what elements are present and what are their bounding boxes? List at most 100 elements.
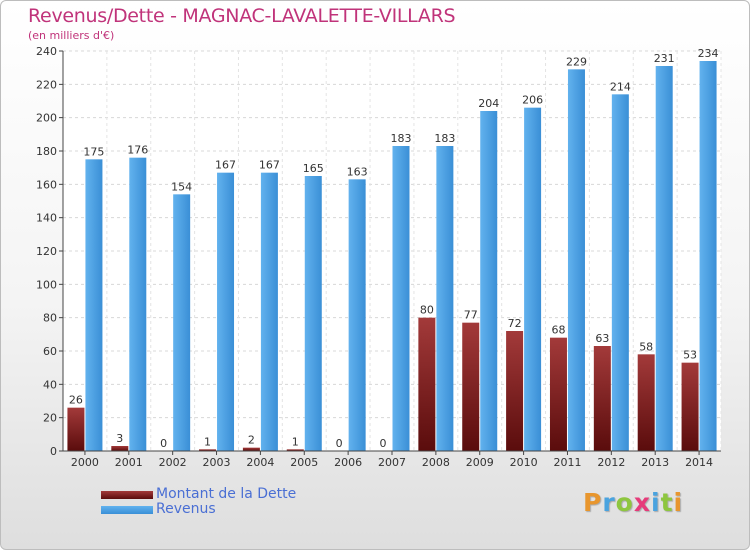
- bar-revenus: [129, 157, 147, 451]
- x-tick-label: 2000: [71, 456, 99, 469]
- x-tick-label: 2001: [115, 456, 143, 469]
- data-label-revenus: 154: [171, 180, 192, 193]
- bar-revenus: [260, 172, 278, 451]
- y-tick-label: 220: [36, 78, 57, 91]
- x-tick-label: 2007: [378, 456, 406, 469]
- bar-revenus: [567, 69, 585, 451]
- x-tick-label: 2006: [334, 456, 362, 469]
- bar-revenus: [85, 159, 103, 452]
- bar-revenus: [304, 176, 322, 451]
- y-tick-label: 120: [36, 245, 57, 258]
- bar-dette: [242, 447, 260, 451]
- bar-revenus: [611, 94, 629, 451]
- logo-letter: o: [615, 488, 634, 517]
- data-label-dette: 3: [116, 432, 123, 445]
- logo-letter: x: [633, 488, 651, 517]
- data-label-dette: 0: [336, 437, 343, 450]
- data-label-revenus: 229: [566, 55, 587, 68]
- data-label-revenus: 214: [610, 80, 631, 93]
- legend-swatch-dette: [101, 491, 153, 499]
- data-label-revenus: 204: [478, 97, 499, 110]
- data-label-revenus: 163: [347, 165, 368, 178]
- x-tick-label: 2003: [203, 456, 231, 469]
- bar-revenus: [392, 146, 410, 451]
- y-tick-label: 200: [36, 112, 57, 125]
- y-tick-label: 140: [36, 212, 57, 225]
- data-label-dette: 0: [380, 437, 387, 450]
- x-tick-label: 2004: [246, 456, 274, 469]
- data-label-dette: 1: [204, 435, 211, 448]
- x-tick-label: 2012: [597, 456, 625, 469]
- data-label-dette: 63: [595, 332, 609, 345]
- y-tick-label: 240: [36, 45, 57, 58]
- bar-dette: [681, 362, 699, 451]
- bar-dette: [111, 446, 129, 451]
- logo-letter: i: [673, 488, 684, 517]
- legend-swatch-revenus: [101, 506, 153, 514]
- bar-dette: [286, 449, 304, 451]
- y-tick-label: 80: [43, 312, 57, 325]
- x-tick-label: 2009: [466, 456, 494, 469]
- y-tick-label: 20: [43, 412, 57, 425]
- y-tick-label: 0: [50, 445, 57, 458]
- data-label-revenus: 183: [434, 132, 455, 145]
- legend-label-revenus: Revenus: [156, 501, 216, 517]
- x-tick-label: 2008: [422, 456, 450, 469]
- bar-revenus: [655, 66, 673, 451]
- x-tick-label: 2005: [290, 456, 318, 469]
- bar-revenus: [173, 194, 191, 452]
- x-tick-label: 2013: [641, 456, 669, 469]
- y-tick-label: 60: [43, 345, 57, 358]
- data-label-revenus: 234: [698, 47, 719, 60]
- data-label-dette: 77: [464, 309, 478, 322]
- data-label-dette: 58: [639, 340, 653, 353]
- data-label-dette: 2: [248, 434, 255, 447]
- x-tick-label: 2014: [685, 456, 713, 469]
- y-tick-label: 160: [36, 178, 57, 191]
- data-label-revenus: 165: [303, 162, 324, 175]
- bar-dette: [199, 449, 217, 451]
- bar-dette: [462, 322, 480, 451]
- data-label-revenus: 175: [83, 145, 104, 158]
- bar-dette: [637, 354, 655, 451]
- data-label-dette: 80: [420, 304, 434, 317]
- bar-revenus: [699, 61, 717, 451]
- data-label-revenus: 167: [215, 159, 236, 172]
- chart-subtitle: (en milliers d'€): [28, 29, 115, 42]
- data-label-dette: 1: [292, 435, 299, 448]
- logo-letter: t: [660, 488, 674, 517]
- y-tick-label: 180: [36, 145, 57, 158]
- data-label-revenus: 206: [522, 94, 543, 107]
- data-label-dette: 68: [551, 324, 565, 337]
- data-label-revenus: 167: [259, 159, 280, 172]
- logo-letter: P: [583, 488, 603, 517]
- bar-revenus: [436, 146, 454, 451]
- data-label-dette: 26: [69, 394, 83, 407]
- data-label-dette: 53: [683, 349, 697, 362]
- legend-label-dette: Montant de la Dette: [156, 486, 297, 502]
- logo-letter: i: [651, 488, 661, 517]
- x-tick-label: 2010: [510, 456, 538, 469]
- proxiti-logo: Proxiti: [583, 488, 683, 517]
- bar-revenus: [480, 111, 498, 451]
- bar-dette: [549, 337, 567, 451]
- y-tick-label: 40: [43, 378, 57, 391]
- bar-revenus: [524, 107, 542, 452]
- data-label-revenus: 183: [391, 132, 412, 145]
- bar-revenus: [217, 172, 235, 451]
- y-tick-label: 100: [36, 278, 57, 291]
- x-tick-label: 2002: [159, 456, 187, 469]
- data-label-revenus: 231: [654, 52, 675, 65]
- data-label-dette: 0: [160, 437, 167, 450]
- bar-dette: [593, 346, 611, 451]
- data-label-dette: 72: [508, 317, 522, 330]
- bar-revenus: [348, 179, 366, 452]
- bar-dette: [67, 407, 85, 451]
- logo-letter: r: [602, 488, 616, 517]
- bar-dette: [418, 317, 436, 451]
- data-label-revenus: 176: [127, 144, 148, 157]
- bar-dette: [506, 331, 524, 451]
- chart-title: Revenus/Dette - MAGNAC-LAVALETTE-VILLARS: [28, 5, 456, 27]
